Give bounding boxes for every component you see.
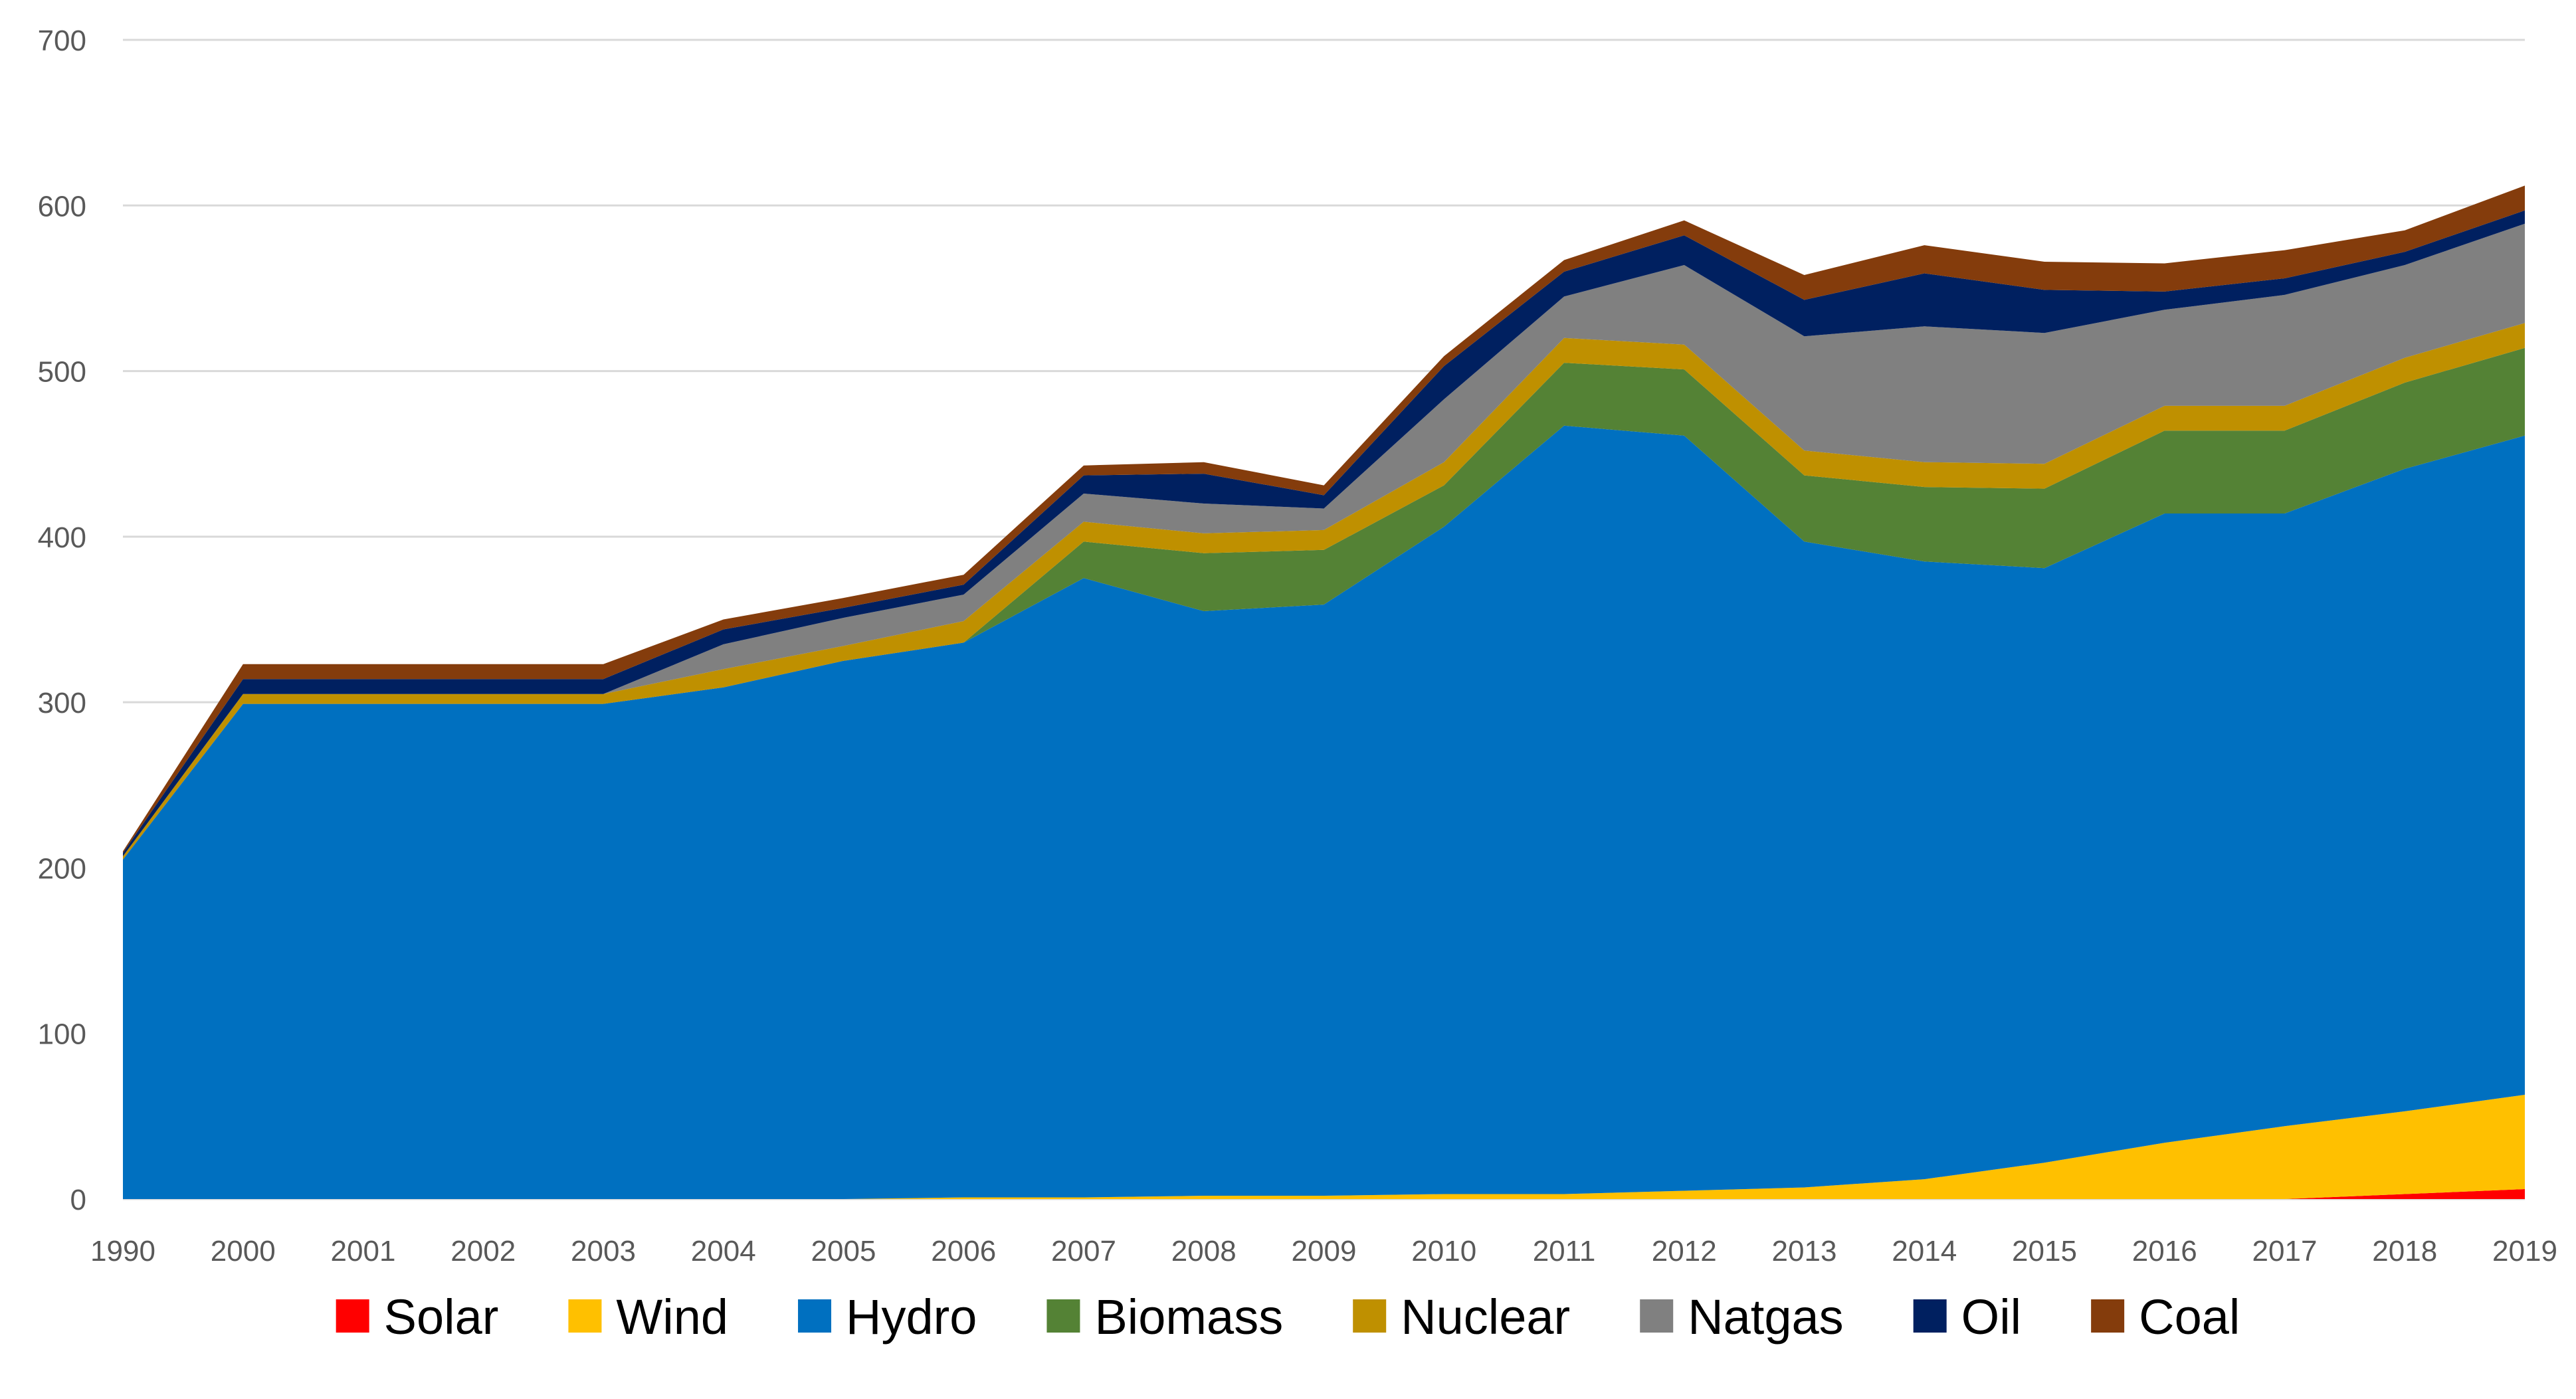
legend-label: Oil [1961, 1289, 2021, 1345]
x-tick-label: 2015 [2012, 1235, 2077, 1267]
legend-item-oil: Oil [1913, 1289, 2021, 1345]
x-tick-label: 2018 [2372, 1235, 2437, 1267]
x-tick-label: 2006 [931, 1235, 996, 1267]
legend-swatch [568, 1299, 602, 1333]
y-axis: 0 100 200 300 400 500 600 700 [38, 25, 86, 1216]
legend-item-solar: Solar [336, 1289, 499, 1345]
x-tick-label: 2016 [2132, 1235, 2197, 1267]
legend-item-nuclear: Nuclear [1353, 1289, 1570, 1345]
legend-item-natgas: Natgas [1640, 1289, 1844, 1345]
legend-swatch [1640, 1299, 1674, 1333]
legend-item-hydro: Hydro [798, 1289, 977, 1345]
x-tick-label: 2012 [1652, 1235, 1717, 1267]
x-tick-label: 2014 [1892, 1235, 1957, 1267]
y-tick-label: 100 [38, 1018, 86, 1051]
legend-item-wind: Wind [568, 1289, 728, 1345]
x-tick-label: 2007 [1051, 1235, 1116, 1267]
legend-label: Coal [2139, 1289, 2240, 1345]
y-tick-label: 300 [38, 687, 86, 719]
legend-swatch [798, 1299, 832, 1333]
legend-label: Nuclear [1401, 1289, 1570, 1345]
area-hydro [123, 425, 2525, 1199]
y-tick-label: 600 [38, 190, 86, 223]
legend-swatch [336, 1299, 369, 1333]
x-tick-label: 2010 [1411, 1235, 1476, 1267]
x-tick-label: 2008 [1171, 1235, 1237, 1267]
x-tick-label: 2003 [571, 1235, 636, 1267]
y-tick-label: 400 [38, 521, 86, 554]
legend-label: Natgas [1688, 1289, 1843, 1345]
x-tick-label: 1990 [90, 1235, 155, 1267]
legend-swatch [1046, 1299, 1080, 1333]
legend: Solar Wind Hydro Biomass Nuclear Natgas Oil Coa… [336, 1289, 2240, 1345]
legend-label: Solar [384, 1289, 499, 1345]
y-tick-label: 500 [38, 356, 86, 389]
x-tick-label: 2004 [691, 1235, 756, 1267]
legend-item-coal: Coal [2091, 1289, 2240, 1345]
x-tick-label: 2000 [211, 1235, 276, 1267]
area-wind [123, 1095, 2525, 1199]
area-biomass [123, 347, 2525, 860]
y-tick-label: 0 [70, 1184, 86, 1216]
x-tick-label: 2013 [1772, 1235, 1837, 1267]
legend-swatch [1913, 1299, 1947, 1333]
y-tick-label: 200 [38, 852, 86, 885]
legend-label: Biomass [1094, 1289, 1283, 1345]
x-tick-label: 2011 [1533, 1235, 1596, 1267]
legend-swatch [1353, 1299, 1387, 1333]
x-tick-label: 2001 [331, 1235, 396, 1267]
area-layer [123, 185, 2525, 1199]
legend-item-biomass: Biomass [1046, 1289, 1283, 1345]
area-natgas [123, 223, 2525, 856]
legend-label: Wind [616, 1289, 728, 1345]
x-axis: 1990 2000 2001 2002 2003 2004 2005 2006 2007 2008… [90, 1235, 2557, 1267]
x-tick-label: 2019 [2492, 1235, 2557, 1267]
area-coal [123, 185, 2525, 853]
x-tick-label: 2002 [450, 1235, 516, 1267]
y-tick-label: 700 [38, 25, 86, 57]
x-tick-label: 2009 [1292, 1235, 1357, 1267]
legend-swatch [2091, 1299, 2125, 1333]
x-tick-label: 2017 [2252, 1235, 2318, 1267]
x-tick-label: 2005 [811, 1235, 876, 1267]
legend-label: Hydro [846, 1289, 977, 1345]
